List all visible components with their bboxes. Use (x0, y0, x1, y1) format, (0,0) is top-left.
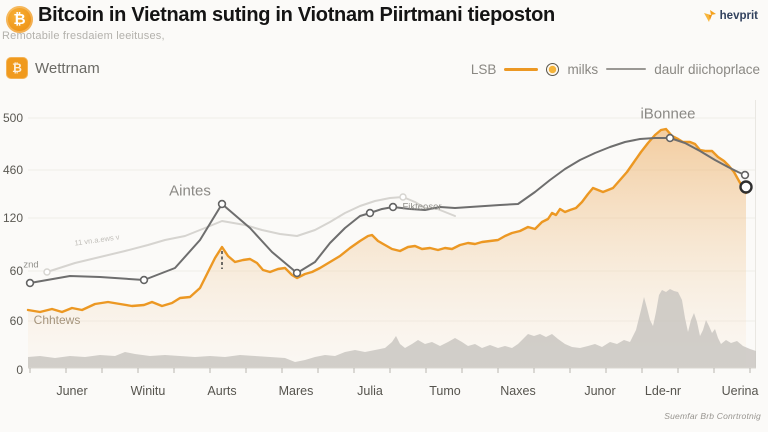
x-axis-label: Juner (56, 384, 88, 398)
light-series-marker (399, 193, 407, 201)
x-axis-label: Junor (584, 384, 616, 398)
background-silhouette-area (28, 289, 756, 368)
page-subtitle: Remotabile fresdaiem leeituses, (2, 30, 165, 42)
dark-series-marker (365, 208, 375, 218)
legend-gray-line-swatch (606, 67, 647, 71)
legend-label-lsb: LSB (470, 61, 497, 77)
dark-series-marker (217, 199, 227, 209)
brand-bird-icon (703, 10, 716, 22)
x-axis-label: Mares (278, 384, 314, 398)
legend-label-third: daulr diichoprlace (654, 61, 760, 77)
bitcoin-icon: ₿ (6, 6, 33, 33)
dark-gray-series-line (29, 137, 746, 284)
x-axis-label: Naxes (500, 384, 536, 398)
chart-annotation: iBonnee (640, 105, 696, 123)
chart-annotation: Chhtews (33, 313, 81, 327)
chart-legend: LSB milks daulr diichoprlace (471, 59, 760, 79)
y-axis-label: 0 (16, 363, 23, 377)
region-flag-icon: ₿ (6, 57, 28, 79)
dark-series-marker (388, 202, 398, 212)
orange-series-line (26, 127, 748, 314)
y-axis-label: 460 (2, 163, 23, 177)
legend-orange-line-swatch (504, 67, 539, 71)
y-axis-label: 120 (2, 211, 23, 225)
page-title: Bitcoin in Vietnam suting in Viotnam Pii… (38, 4, 555, 26)
x-axis-label: Lde-nr (644, 384, 682, 398)
dark-series-marker (740, 170, 750, 180)
dark-series-marker (25, 278, 35, 288)
brand-logo: hevprit (703, 9, 758, 23)
chart-annotation: Fikteosor (402, 201, 442, 213)
x-axis-label: Uerina (721, 384, 759, 398)
region-label: Wettrnam (35, 60, 100, 77)
x-axis-label: Julia (357, 384, 383, 398)
light-gray-series-line (46, 196, 456, 273)
dark-series-marker (292, 268, 302, 278)
brand-logo-text: hevprit (719, 10, 758, 22)
chart-annotation: znd (23, 259, 39, 271)
series-end-marker (739, 180, 753, 194)
x-axis-label: Tumo (429, 384, 461, 398)
x-axis-label: Winitu (130, 384, 166, 398)
y-axis-label: 500 (2, 111, 23, 125)
legend-coin-icon (546, 62, 560, 76)
orange-series-area (28, 129, 746, 368)
light-series-marker (43, 268, 51, 276)
chart-annotation: Aintes (169, 182, 211, 200)
x-axis-label: Aurts (207, 384, 237, 398)
dark-series-marker (665, 133, 675, 143)
y-axis-label: 60 (9, 264, 23, 278)
y-axis-label: 60 (9, 314, 23, 328)
dark-series-marker (139, 275, 149, 285)
legend-label-milks: milks (567, 61, 599, 77)
source-credit: Suemfar Brb Conrtrotnig (664, 411, 761, 421)
